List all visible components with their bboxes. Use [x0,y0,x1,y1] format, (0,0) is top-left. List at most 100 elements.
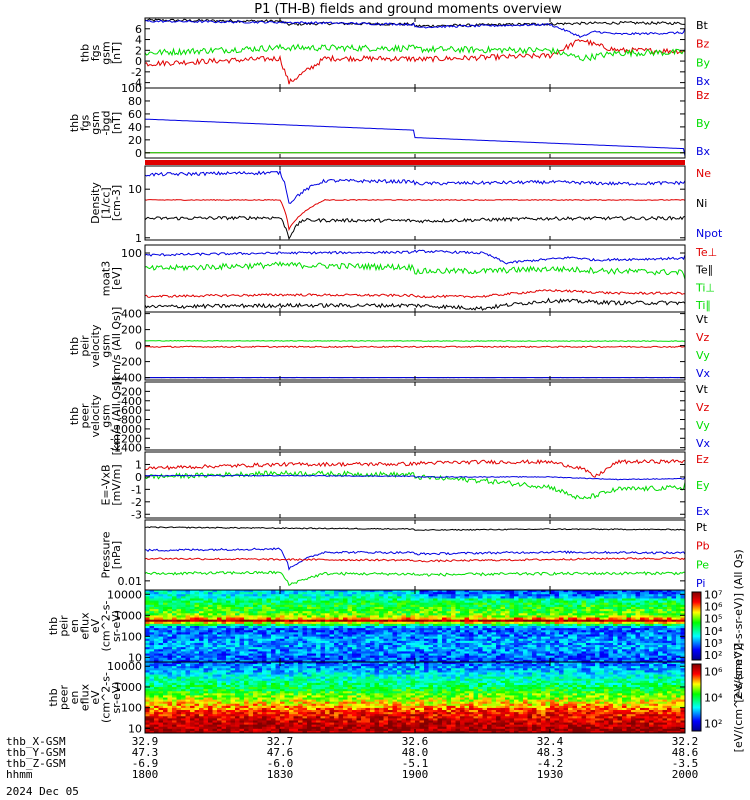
spectrogram-cell [568,606,574,610]
spectrogram-cell [289,592,295,595]
spectrogram-cell [572,621,578,625]
spectrogram-cell [460,670,466,674]
spectrogram-cell [352,598,358,602]
spectrogram-cell [257,617,263,621]
spectrogram-cell [410,657,416,661]
spectrogram-cell [523,594,529,597]
spectrogram-cell [536,609,542,612]
spectrogram-cell [631,655,637,659]
spectrogram-cell [532,602,538,606]
spectrogram-cell [244,636,250,640]
spectrogram-cell [320,598,326,602]
spectrogram-cell [568,649,574,653]
spectrogram-cell [302,642,308,646]
spectrogram-cell [532,619,538,623]
spectrogram-cell [545,664,551,667]
spectrogram-cell [212,642,218,646]
spectrogram-cell [550,668,556,671]
spectrogram-cell [599,615,605,619]
spectrogram-cell [194,626,200,629]
spectrogram-cell [667,666,673,669]
spectrogram-cell [145,609,151,612]
spectrogram-cell [302,615,308,619]
spectrogram-cell [509,604,515,608]
spectrogram-cell [365,668,371,671]
spectrogram-cell [365,645,371,648]
spectrogram-cell [302,672,308,676]
spectrogram-cell [640,621,646,625]
spectrogram-cell [311,592,317,595]
spectrogram-cell [334,662,340,665]
spectrogram-cell [577,609,583,612]
spectrogram-cell [415,592,421,595]
spectrogram-cell [158,609,164,612]
spectrogram-cell [203,630,209,633]
spectrogram-cell [451,662,457,665]
spectrogram-cell [599,651,605,655]
spectrogram-cell [563,642,569,646]
spectrogram-cell [644,642,650,646]
spectrogram-cell [491,606,497,610]
spectrogram-cell [311,668,317,671]
spectrogram-cell [451,657,457,661]
spectrogram-cell [433,604,439,608]
spectrogram-cell [262,659,268,662]
spectrogram-cell [383,638,389,642]
spectrogram-cell [500,630,506,633]
spectrogram-cell [257,672,263,676]
spectrogram-cell [370,594,376,597]
spectrogram-cell [370,649,376,653]
spectrogram-cell [464,596,470,600]
spectrogram-cell [149,651,155,655]
spectrogram-cell [563,653,569,657]
spectrogram-cell [230,634,236,638]
spectrogram-cell [658,670,664,674]
spectrogram-cell [280,594,286,597]
spectrogram-cell [518,636,524,640]
spectrogram-cell [482,598,488,602]
spectrogram-cell [581,634,587,638]
spectrogram-cell [370,653,376,657]
y-axis-label: [nPa] [110,541,123,569]
spectrogram-cell [401,649,407,653]
spectrogram-cell [356,600,362,604]
spectrogram-cell [361,617,367,621]
spectrogram-cell [631,598,637,602]
spectrogram-cell [172,606,178,610]
spectrogram-cell [442,600,448,604]
spectrogram-cell [437,592,443,595]
y-tick-label: 80 [128,95,142,108]
spectrogram-cell [410,594,416,597]
spectrogram-cell [478,590,484,593]
spectrogram-cell [590,626,596,629]
spectrogram-cell [455,670,461,674]
spectrogram-cell [577,636,583,640]
spectrogram-cell [311,600,317,604]
spectrogram-cell [163,615,169,619]
spectrogram-cell [235,619,241,623]
spectrogram-cell [473,649,479,653]
spectrogram-cell [361,659,367,662]
spectrogram-cell [590,590,596,593]
spectrogram-cell [667,617,673,621]
spectrogram-cell [563,657,569,661]
spectrogram-cell [172,594,178,597]
spectrogram-cell [410,628,416,631]
spectrogram-cell [176,604,182,608]
spectrogram-cell [154,651,160,655]
spectrogram-cell [446,626,452,629]
spectrogram-cell [145,611,151,614]
spectrogram-cell [172,592,178,595]
spectrogram-cell [617,604,623,608]
spectrogram-cell [527,664,533,667]
spectrogram-cell [370,598,376,602]
spectrogram-cell [518,647,524,650]
spectrogram-cell [199,613,205,617]
spectrogram-cell [230,626,236,629]
spectrogram-cell [302,623,308,627]
spectrogram-cell [667,662,673,665]
spectrogram-cell [284,630,290,633]
y-axis-label: [1/cc] [100,187,113,218]
spectrogram-cell [356,672,362,676]
spectrogram-cell [676,662,682,665]
